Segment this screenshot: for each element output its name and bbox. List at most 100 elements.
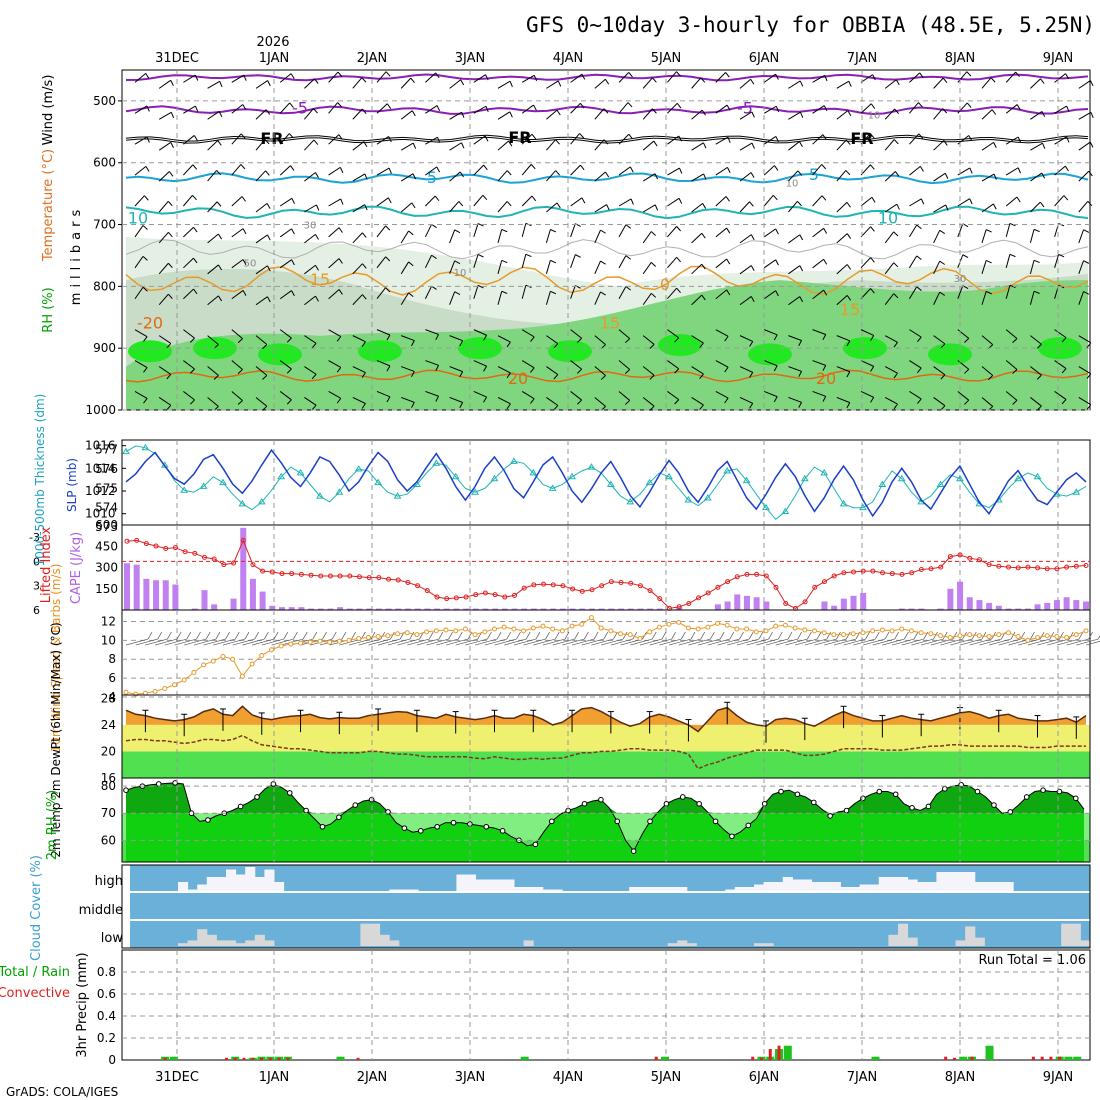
wind-barb [884,262,895,275]
wind-barb [158,200,169,213]
wind-barb-flag [166,343,172,349]
wind-barb [570,329,582,339]
wind-barb-flag [554,631,560,640]
wind-barb [425,72,437,83]
li-tick-label: 0 [33,555,40,568]
cape-bar [308,608,315,610]
cape-bar [850,595,857,610]
wind-barb-flag [600,229,606,234]
li-marker [986,562,992,568]
precip-convective-bar [1049,1056,1053,1060]
wind-barb [788,396,802,403]
wind-barb [836,295,848,306]
wind-barb [691,202,703,213]
wind-barb [642,231,652,244]
thickness-marker [490,474,499,482]
wind-tick-label: 4 [108,690,116,704]
wind-barb-flag [750,265,755,272]
wind-barb-flag [1083,291,1090,295]
rh-marker [401,825,408,831]
li-marker [415,583,421,589]
wind-barb [763,228,776,238]
wind-barb [933,108,944,120]
wind-barb [134,136,148,145]
high-cloud-bar [638,887,649,892]
wind-barb-flag [262,375,268,380]
li-marker [754,571,760,577]
wind-barb-flag [1039,631,1045,640]
wind-barb [1078,170,1090,182]
wind-barb [594,397,606,407]
wind-barb-flag [671,631,676,640]
top-day-label: 7JAN [847,51,878,66]
wind-barb [279,259,292,269]
rh-contour-line [125,239,1089,260]
wind-speed-marker [1025,637,1031,643]
wind-barb [959,638,983,646]
rh-marker [991,802,997,808]
low-cloud-bar [974,937,985,946]
li-marker [182,549,188,555]
wind-barb [158,397,172,406]
high-cloud-bar [389,889,400,892]
wind-barb-flag [351,631,356,640]
wind-barb [739,335,753,342]
wind-barb [426,638,449,646]
wind-barb-flag [600,260,606,265]
wind-barb-flag [315,234,319,240]
wind-barb [546,335,559,345]
bottom-day-label: 8JAN [945,1070,976,1085]
wind-barb [378,638,401,646]
wind-barb-flag [457,631,463,640]
wind-barb-flag [313,139,319,145]
wind-barb-flag [435,396,439,402]
rh-peak-blob [358,340,402,363]
contour-label: 30 [304,220,317,231]
high-cloud-bar [773,882,784,892]
wind-barb [222,638,246,646]
wind-barb-flag [661,631,667,640]
wind-barb [328,102,339,114]
wind-barb [158,366,172,375]
wind-barb [836,202,848,213]
wind-barb-flag [600,291,606,296]
wind-barb [1054,73,1066,83]
wind-barb [812,195,823,207]
wind-barb-flag [288,133,294,139]
wind-barb [1078,141,1091,151]
wind-barb-flag [193,257,198,264]
wind-barb-flag [388,136,392,143]
wind-speed-marker [288,641,294,647]
thickness-marker [820,468,829,476]
high-cloud-bar [984,882,995,892]
wind-barb-flag [797,631,803,640]
wind-speed-marker [1073,632,1079,638]
wind-barb [884,171,896,182]
high-cloud-bar [1003,882,1014,892]
high-cloud-bar [725,889,736,892]
wind-barb [872,638,895,646]
wind-barb-flag [242,259,247,266]
wind-barb [981,366,994,376]
wind-barb-flag [264,631,269,640]
rh-marker [123,787,129,793]
wind-barb [860,257,871,269]
wind-barb [521,195,533,207]
wind-barb-flag [870,164,875,170]
wind-barb-flag [411,402,415,408]
wind-barb-flag [574,631,579,640]
high-cloud-bar [542,889,553,892]
wind-barb [785,638,808,646]
wind-barb-flag [992,203,997,210]
rh-marker [532,841,539,848]
wind-barb-flag [1017,136,1022,143]
wind-barb [812,360,826,366]
cape-bar [608,608,615,610]
wind-barb-flag [530,367,535,373]
cape-ylabel: CAPE (J/kg) [69,532,84,604]
wind-barb-flag [942,631,948,640]
wind-barb [376,167,390,176]
rh-high-area [126,280,1088,410]
wind-barb [860,103,872,114]
wind-barb [594,291,601,305]
